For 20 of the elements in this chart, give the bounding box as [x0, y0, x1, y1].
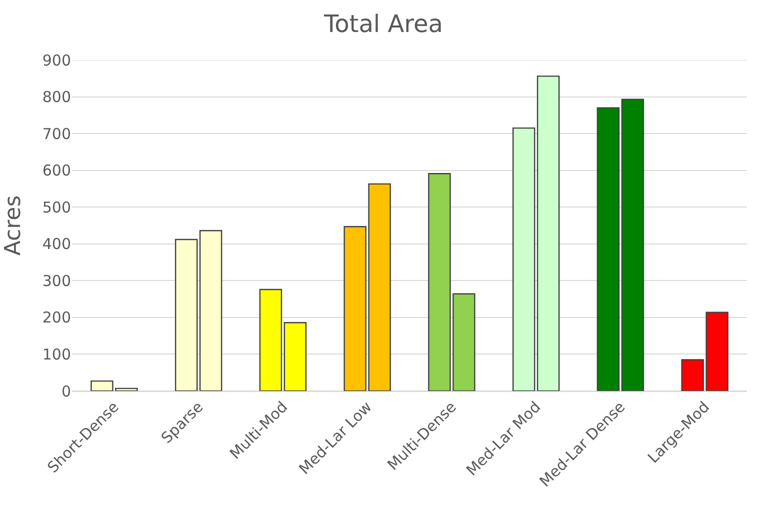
y-tick-label: 600	[42, 162, 71, 180]
y-tick-label: 400	[42, 235, 71, 254]
bar	[199, 230, 222, 391]
bar	[512, 127, 536, 391]
y-tick-label: 700	[42, 124, 71, 143]
bar	[174, 238, 198, 391]
chart-title: Total Area	[323, 10, 443, 38]
bar	[621, 98, 644, 391]
y-tick-label: 0	[61, 382, 71, 400]
bar	[596, 107, 620, 391]
y-axis-title: Acres	[1, 195, 26, 256]
y-tick-label: 200	[42, 308, 71, 327]
bar	[536, 76, 560, 391]
bar	[284, 322, 307, 391]
y-tick-label: 800	[42, 88, 71, 106]
bar	[259, 288, 282, 391]
y-tick-label: 300	[42, 272, 71, 290]
y-tick-label: 900	[42, 51, 71, 70]
y-tick-label: 500	[42, 198, 71, 216]
y-tick-label: 100	[42, 345, 71, 364]
